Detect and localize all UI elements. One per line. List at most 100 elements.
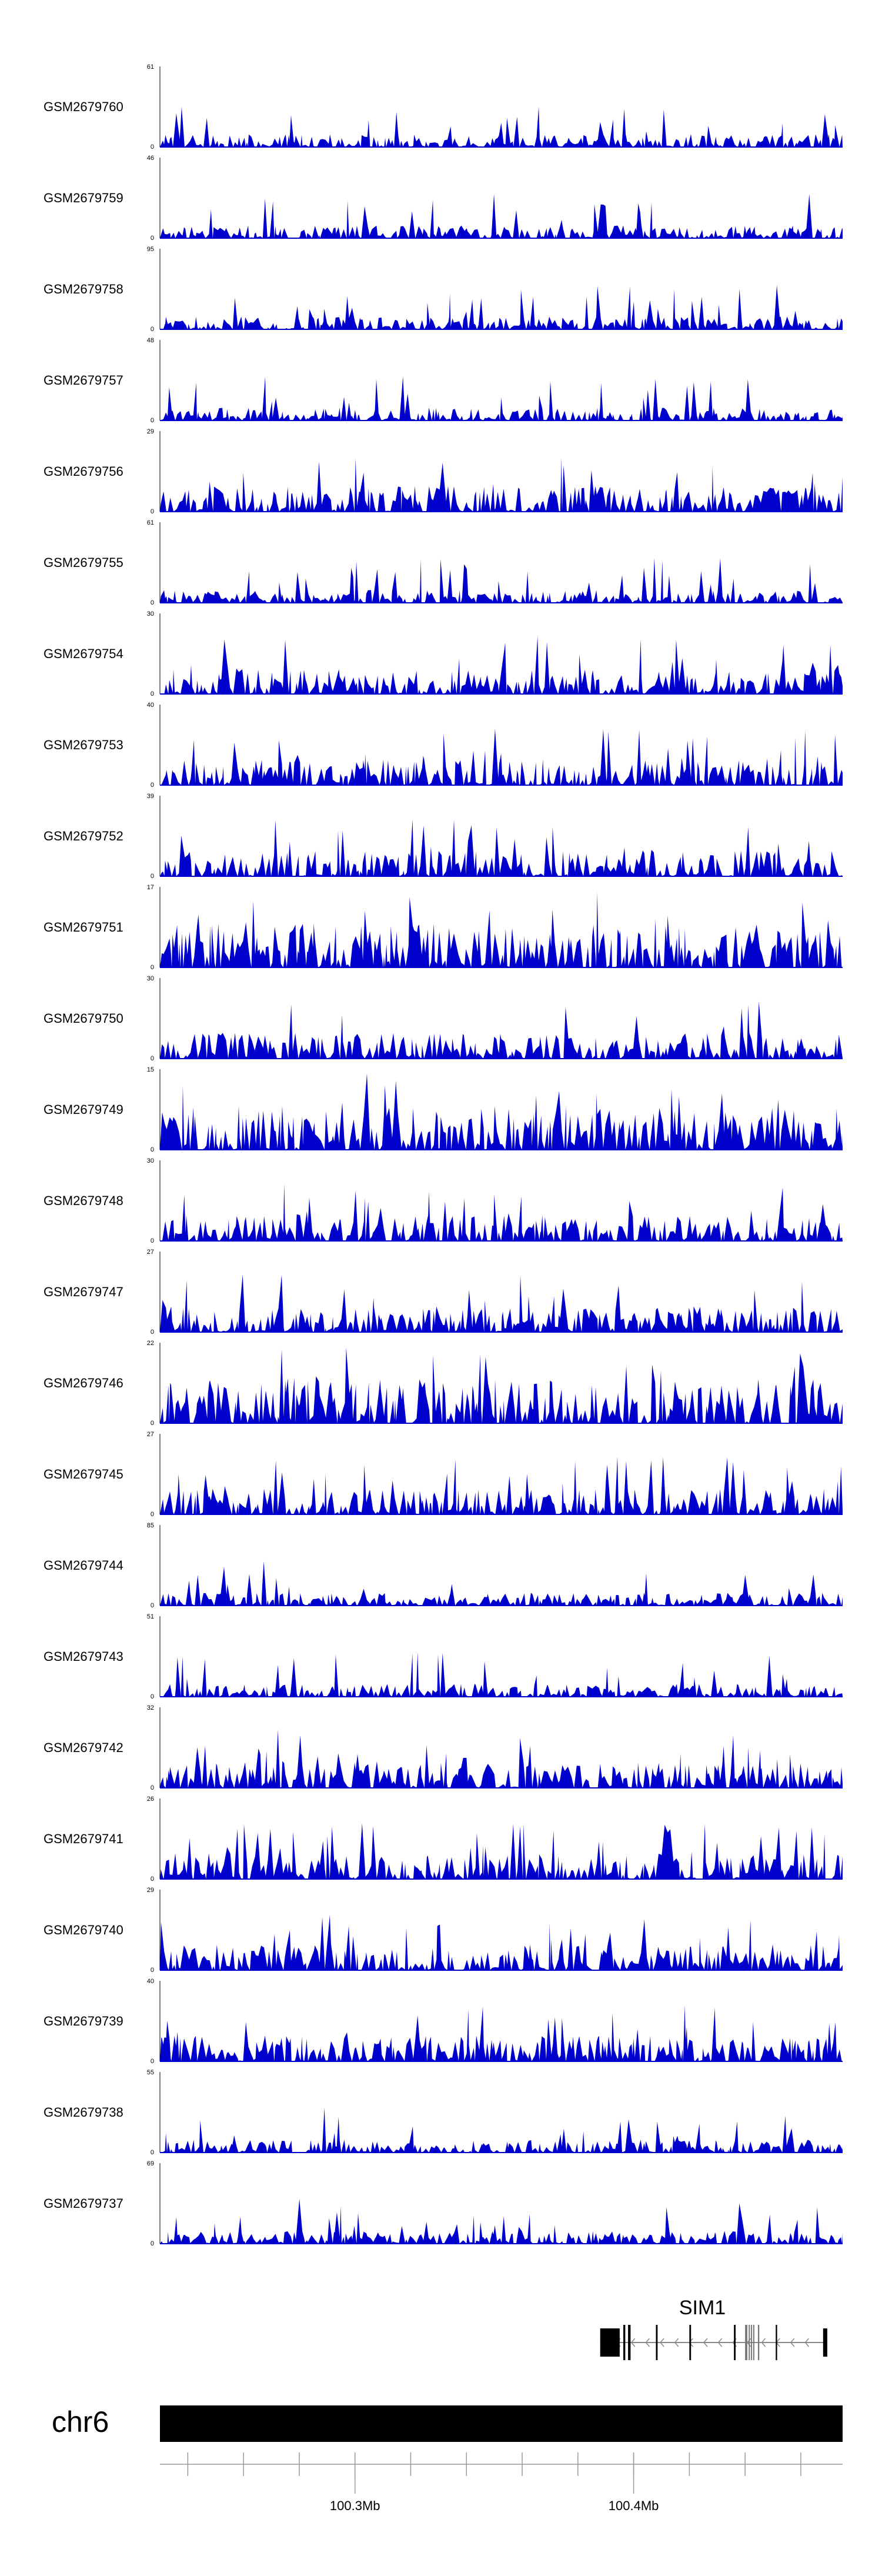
track-GSM2679755: GSM2679755 61 0 — [44, 519, 843, 606]
gene-label: SIM1 — [679, 2297, 726, 2319]
track-GSM2679738: GSM2679738 55 0 — [44, 2069, 843, 2156]
coverage-area — [160, 106, 843, 147]
track-ymax-label: 30 — [147, 975, 154, 982]
track-label: GSM2679756 — [44, 464, 123, 479]
track-GSM2679751: GSM2679751 17 0 — [44, 884, 843, 971]
track-GSM2679745: GSM2679745 27 0 — [44, 1431, 843, 1518]
chromosome-label: chr6 — [52, 2405, 109, 2438]
track-ymax-label: 40 — [147, 702, 154, 709]
track-ymax-label: 55 — [147, 2069, 154, 2076]
track-GSM2679753: GSM2679753 40 0 — [44, 702, 843, 789]
coverage-area — [160, 558, 843, 603]
exon — [751, 2325, 753, 2360]
coverage-area — [160, 1823, 843, 1879]
track-label: GSM2679741 — [44, 1831, 123, 1846]
track-GSM2679759: GSM2679759 46 0 — [44, 155, 843, 242]
track-ymin-label: 0 — [151, 1876, 154, 1883]
track-ymax-label: 29 — [147, 428, 154, 435]
track-ymin-label: 0 — [151, 235, 154, 242]
coverage-area — [160, 1001, 843, 1059]
track-label: GSM2679742 — [44, 1740, 123, 1755]
coverage-area — [160, 1651, 843, 1697]
track-ymax-label: 95 — [147, 246, 154, 253]
track-GSM2679756: GSM2679756 29 0 — [44, 428, 843, 515]
track-GSM2679746: GSM2679746 22 0 — [44, 1340, 843, 1427]
track-GSM2679737: GSM2679737 69 0 — [44, 2160, 843, 2247]
track-ymin-label: 0 — [151, 2240, 154, 2247]
track-label: GSM2679758 — [44, 282, 123, 296]
track-ymax-label: 85 — [147, 1522, 154, 1529]
gene-model: SIM1 — [600, 2297, 827, 2360]
coverage-area — [160, 1184, 843, 1241]
track-label: GSM2679739 — [44, 2014, 123, 2028]
track-label: GSM2679754 — [44, 646, 123, 661]
coverage-area — [160, 892, 843, 967]
coverage-area — [160, 1561, 843, 1606]
exon — [745, 2325, 747, 2360]
track-label: GSM2679747 — [44, 1284, 123, 1299]
track-ymin-label: 0 — [151, 1420, 154, 1427]
strand-arrow — [790, 2338, 795, 2347]
strand-arrow — [717, 2338, 723, 2347]
track-ymin-label: 0 — [151, 1237, 154, 1244]
track-label: GSM2679759 — [44, 191, 123, 205]
track-label: GSM2679751 — [44, 920, 123, 935]
track-ymin-label: 0 — [151, 1329, 154, 1336]
track-ymin-label: 0 — [151, 417, 154, 424]
track-GSM2679747: GSM2679747 27 0 — [44, 1249, 843, 1336]
track-ymax-label: 17 — [147, 884, 154, 891]
track-ymin-label: 0 — [151, 508, 154, 515]
track-GSM2679754: GSM2679754 30 0 — [44, 610, 843, 698]
exon — [776, 2325, 777, 2360]
coverage-area — [160, 1730, 843, 1788]
track-label: GSM2679738 — [44, 2105, 123, 2120]
track-ymax-label: 30 — [147, 1157, 154, 1164]
chromosome-bar — [160, 2405, 843, 2442]
track-ymax-label: 61 — [147, 519, 154, 526]
strand-arrow — [630, 2338, 636, 2347]
axis-tick-label: 100.3Mb — [330, 2498, 380, 2513]
track-GSM2679752: GSM2679752 39 0 — [44, 793, 843, 880]
track-label: GSM2679760 — [44, 99, 123, 114]
track-label: GSM2679748 — [44, 1193, 123, 1208]
track-ymin-label: 0 — [151, 1055, 154, 1062]
track-ymin-label: 0 — [151, 326, 154, 333]
coverage-area — [160, 457, 843, 512]
coverage-area — [160, 2107, 843, 2153]
exon — [628, 2325, 631, 2360]
track-label: GSM2679746 — [44, 1376, 123, 1390]
track-ymin-label: 0 — [151, 964, 154, 971]
track-GSM2679742: GSM2679742 32 0 — [44, 1704, 843, 1791]
track-ymax-label: 29 — [147, 1887, 154, 1894]
track-ymax-label: 39 — [147, 793, 154, 800]
strand-arrow — [804, 2338, 810, 2347]
track-ymax-label: 40 — [147, 1978, 154, 1985]
track-ymin-label: 0 — [151, 782, 154, 789]
exon — [689, 2325, 691, 2360]
track-GSM2679758: GSM2679758 95 0 — [44, 246, 843, 333]
track-label: GSM2679757 — [44, 373, 123, 388]
coverage-area — [160, 1456, 843, 1514]
chromosome-axis: chr6 100.3Mb 100.4Mb — [52, 2405, 843, 2513]
exon — [749, 2325, 750, 2360]
coverage-area — [160, 193, 843, 238]
track-label: GSM2679745 — [44, 1467, 123, 1481]
coverage-area — [160, 728, 843, 785]
track-label: GSM2679752 — [44, 829, 123, 843]
track-GSM2679750: GSM2679750 30 0 — [44, 975, 843, 1062]
coverage-area — [160, 285, 843, 329]
strand-arrow — [660, 2338, 664, 2347]
track-ymax-label: 61 — [147, 64, 154, 71]
axis-tick-label: 100.4Mb — [609, 2498, 659, 2513]
track-label: GSM2679743 — [44, 1649, 123, 1664]
track-ymin-label: 0 — [151, 873, 154, 880]
track-GSM2679749: GSM2679749 15 0 — [44, 1066, 843, 1153]
coverage-area — [160, 1073, 843, 1150]
track-ymax-label: 22 — [147, 1340, 154, 1347]
track-ymax-label: 27 — [147, 1249, 154, 1256]
track-ymin-label: 0 — [151, 1784, 154, 1791]
exon — [757, 2325, 760, 2360]
track-GSM2679757: GSM2679757 48 0 — [44, 337, 843, 424]
exon — [823, 2328, 827, 2357]
